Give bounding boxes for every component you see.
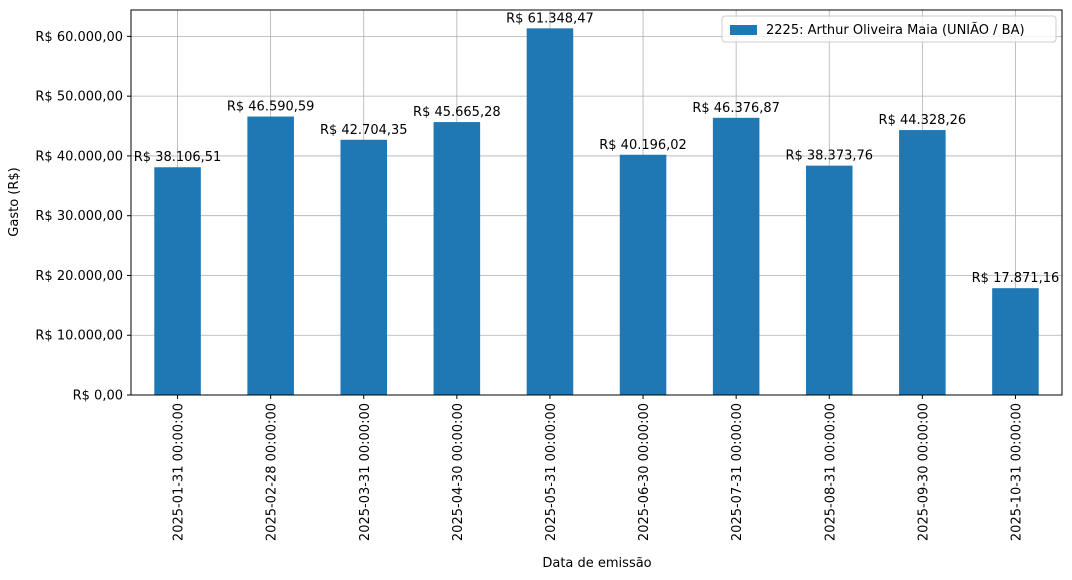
value-label: R$ 42.704,35 (320, 123, 408, 138)
bar (899, 130, 946, 396)
x-tick-label: 2025-04-30 00:00:00 (451, 403, 466, 541)
x-tick-label: 2025-03-31 00:00:00 (358, 403, 373, 541)
legend-label: 2225: Arthur Oliveira Maia (UNIÃO / BA) (766, 22, 1025, 38)
x-tick-label: 2025-02-28 00:00:00 (265, 403, 280, 541)
value-label: R$ 44.328,26 (879, 113, 967, 128)
value-label: R$ 46.590,59 (227, 100, 315, 115)
x-tick-label: 2025-07-31 00:00:00 (730, 403, 745, 541)
value-label: R$ 46.376,87 (692, 101, 780, 116)
x-tick-label: 2025-05-31 00:00:00 (544, 403, 559, 541)
value-label: R$ 61.348,47 (506, 11, 594, 26)
y-tick-label: R$ 10.000,00 (35, 329, 123, 344)
value-label: R$ 38.373,76 (785, 149, 873, 164)
x-tick-label: 2025-08-31 00:00:00 (823, 403, 838, 541)
y-tick-label: R$ 20.000,00 (35, 269, 123, 284)
x-axis-label: Data de emissão (542, 556, 651, 571)
bar (619, 154, 667, 395)
bar (340, 139, 388, 395)
bar (433, 122, 481, 395)
bar (247, 116, 294, 395)
value-label: R$ 45.665,28 (413, 105, 501, 120)
value-label: R$ 38.106,51 (134, 150, 222, 165)
legend-swatch (730, 25, 757, 35)
x-tick-label: 2025-06-30 00:00:00 (637, 403, 652, 541)
legend-box (721, 15, 1057, 43)
x-tick-label: 2025-09-30 00:00:00 (916, 403, 931, 541)
x-tick-label: 2025-10-31 00:00:00 (1009, 403, 1024, 541)
y-tick-label: R$ 60.000,00 (35, 30, 123, 45)
bar (805, 165, 853, 395)
y-tick-label: R$ 0,00 (73, 389, 123, 404)
value-label: R$ 40.196,02 (599, 138, 687, 153)
bar (712, 117, 760, 395)
y-tick-label: R$ 50.000,00 (35, 90, 123, 105)
x-tick-label: 2025-01-31 00:00:00 (172, 403, 187, 541)
bars (154, 28, 1039, 396)
y-tick-label: R$ 40.000,00 (35, 149, 123, 164)
y-axis-label: Gasto (R$) (7, 167, 22, 236)
bar (526, 28, 574, 395)
value-label: R$ 17.871,16 (972, 271, 1060, 286)
bar (992, 288, 1039, 395)
y-tick-label: R$ 30.000,00 (35, 209, 123, 224)
plot-frame (130, 9, 1063, 396)
legend: 2225: Arthur Oliveira Maia (UNIÃO / BA) (721, 15, 1057, 43)
bar (154, 167, 201, 395)
